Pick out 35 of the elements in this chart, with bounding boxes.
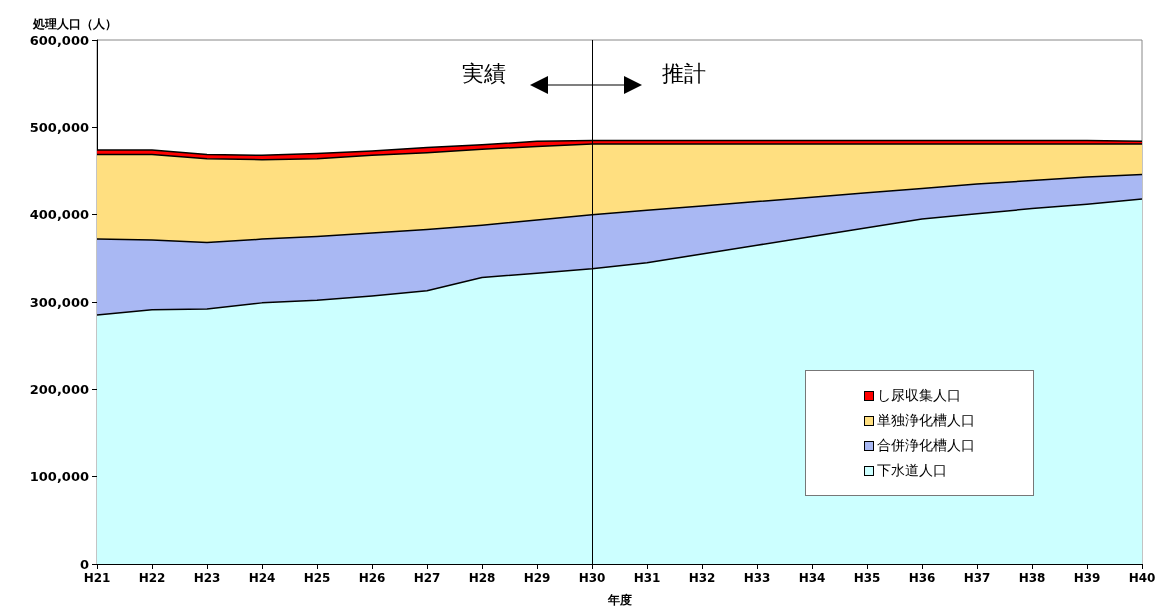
x-tick-label: H29 xyxy=(523,571,551,585)
y-tick-label: 0 xyxy=(79,556,89,572)
x-tick-label: H32 xyxy=(688,571,716,585)
y-tick-label: 400,000 xyxy=(29,207,89,223)
x-tick-label: H25 xyxy=(303,571,331,585)
x-tick-label: H35 xyxy=(853,571,881,585)
annotation: 実績 xyxy=(462,60,506,86)
x-tick-label: H33 xyxy=(743,571,771,585)
x-tick-label: H26 xyxy=(358,571,386,585)
legend-label: 単独浄化槽人口 xyxy=(877,411,975,430)
legend-label: し尿収集人口 xyxy=(877,386,961,405)
x-tick-label: H24 xyxy=(248,571,276,585)
x-tick-label: H38 xyxy=(1018,571,1046,585)
x-axis-title: 年度 xyxy=(606,593,632,607)
x-tick-label: H40 xyxy=(1128,571,1156,585)
y-tick-label: 200,000 xyxy=(29,381,89,397)
y-tick-label: 100,000 xyxy=(29,469,89,485)
annotation: 推計 xyxy=(662,60,706,86)
x-tick-label: H28 xyxy=(468,571,496,585)
x-tick-label: H22 xyxy=(138,571,166,585)
y-axis-title: 処理人口（人） xyxy=(32,17,117,31)
x-tick-label: H31 xyxy=(633,571,661,585)
x-tick-label: H23 xyxy=(193,571,221,585)
x-tick-label: H37 xyxy=(963,571,991,585)
y-tick-label: 500,000 xyxy=(29,119,89,135)
y-tick-label: 600,000 xyxy=(29,32,89,48)
x-tick-label: H36 xyxy=(908,571,936,585)
legend-label: 合併浄化槽人口 xyxy=(877,436,975,455)
x-tick-label: H34 xyxy=(798,571,826,585)
legend-label: 下水道人口 xyxy=(877,461,947,480)
x-tick-label: H21 xyxy=(83,571,111,585)
x-tick-label: H39 xyxy=(1073,571,1101,585)
x-tick-label: H27 xyxy=(413,571,441,585)
y-tick-label: 300,000 xyxy=(29,294,89,310)
x-tick-label: H30 xyxy=(578,571,606,585)
